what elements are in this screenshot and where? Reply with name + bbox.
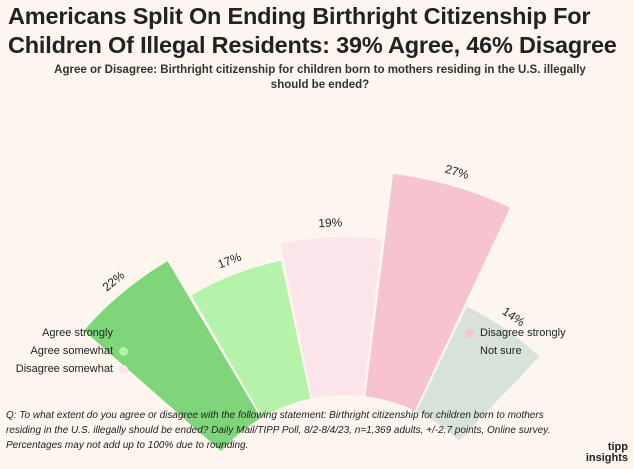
footnote-line-3: Percentages may not add up to 100% due t… — [6, 440, 249, 451]
legend-item-not-sure: Not sure — [465, 344, 522, 358]
legend-swatch — [465, 328, 474, 338]
footnote-line-2: residing in the U.S. illegally should be… — [6, 425, 551, 436]
brand-line-2: insights — [585, 452, 628, 464]
bar-disagree-somewhat — [280, 237, 382, 399]
legend-label: Agree strongly — [42, 327, 113, 339]
footnote-line-1: Q: To what extent do you agree or disagr… — [6, 410, 544, 421]
legend-item-agree-somewhat: Agree somewhat — [30, 344, 128, 358]
legend-label: Disagree strongly — [480, 327, 566, 339]
legend-label: Not sure — [480, 345, 522, 357]
legend-swatch — [119, 364, 128, 374]
legend-item-disagree-strongly: Disagree strongly — [465, 326, 566, 340]
chart-title: Americans Split On Ending Birthright Cit… — [8, 2, 628, 60]
legend-disagree: Disagree strongly Not sure — [465, 320, 615, 362]
brand-logo: tipp insights — [586, 442, 628, 464]
chart-title-line-2: Children Of Illegal Residents: 39% Agree… — [8, 32, 617, 58]
value-label-agree-strongly: 22% — [100, 268, 128, 294]
chart-bars — [83, 173, 540, 452]
value-label-agree-somewhat: 17% — [216, 250, 244, 272]
value-label-disagree-somewhat: 19% — [318, 215, 343, 230]
footnote: Q: To what extent do you agree or disagr… — [6, 408, 566, 453]
legend-label: Disagree somewhat — [15, 363, 113, 375]
legend-swatch — [119, 346, 128, 356]
value-label-disagree-strongly: 27% — [444, 162, 471, 182]
brand-line-1: tipp — [607, 441, 628, 453]
chart-subtitle-line-1: Agree or Disagree: Birthright citizenshi… — [54, 64, 586, 76]
bar-agree-strongly — [83, 261, 261, 452]
legend-label: Agree somewhat — [30, 345, 113, 357]
chart-subtitle: Agree or Disagree: Birthright citizenshi… — [20, 63, 620, 93]
legend-item-disagree-somewhat: Disagree somewhat — [16, 362, 128, 376]
legend-item-agree-strongly: Agree strongly — [42, 326, 128, 340]
chart-title-line-1: Americans Split On Ending Birthright Cit… — [8, 3, 591, 29]
legend-swatch — [465, 346, 474, 356]
chart-subtitle-line-2: should be ended? — [270, 79, 370, 91]
bar-not-sure — [416, 306, 540, 441]
legend-swatch — [119, 328, 128, 338]
bar-agree-somewhat — [191, 260, 311, 418]
legend-agree: Agree strongly Agree somewhat Disagree s… — [0, 320, 128, 380]
bar-disagree-strongly — [365, 173, 511, 411]
